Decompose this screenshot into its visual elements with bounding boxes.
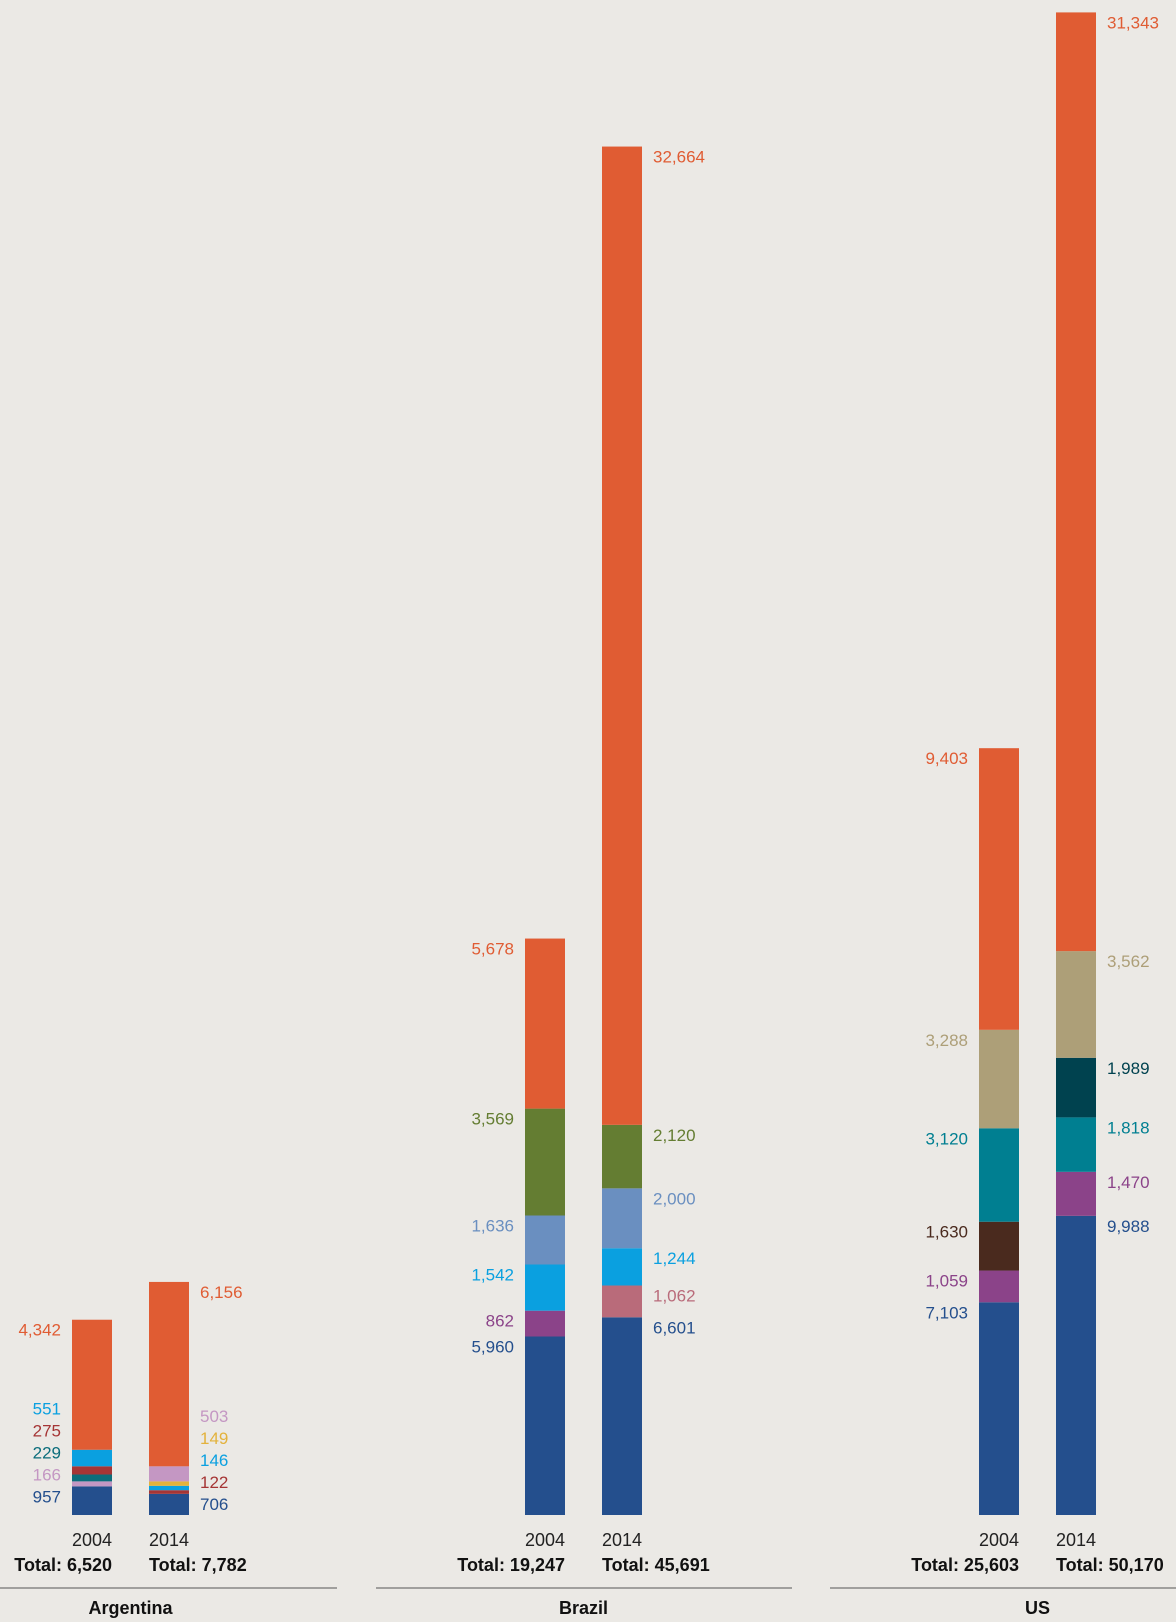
brazil-2014-bar-segment-5 — [602, 146, 642, 1125]
us-2004-value-label-4: 3,288 — [925, 1031, 968, 1050]
brazil-total-label-2014: Total: 45,691 — [602, 1555, 710, 1575]
argentina-year-label-2004: 2004 — [72, 1530, 112, 1550]
argentina-group-label: Argentina — [88, 1598, 173, 1618]
us-2014-value-label-3: 1,989 — [1107, 1059, 1150, 1078]
us-2004-value-label-0: 7,103 — [925, 1303, 968, 1322]
argentina-year-label-2014: 2014 — [149, 1530, 189, 1550]
brazil-2014-bar-segment-1 — [602, 1285, 642, 1318]
argentina-2014-bar-segment-3 — [149, 1481, 189, 1486]
us-total-label-2014: Total: 50,170 — [1056, 1555, 1164, 1575]
brazil-2014-bar-segment-4 — [602, 1124, 642, 1189]
us-2004-bar-segment-0 — [979, 1302, 1019, 1515]
brazil-2004-bar-segment-1 — [525, 1310, 565, 1337]
brazil-2004-value-label-1: 862 — [486, 1312, 514, 1331]
argentina-2014-value-label-3: 149 — [200, 1429, 228, 1448]
argentina-total-label-2014: Total: 7,782 — [149, 1555, 247, 1575]
brazil-2004-bar-segment-5 — [525, 938, 565, 1109]
argentina-2004-value-label-1: 166 — [33, 1465, 61, 1484]
brazil-2004-value-label-4: 3,569 — [471, 1110, 514, 1129]
argentina-2004-bar-segment-3 — [72, 1466, 112, 1475]
brazil-2014-value-label-0: 6,601 — [653, 1318, 696, 1337]
argentina-2004-value-label-4: 551 — [33, 1399, 61, 1418]
brazil-2004-value-label-5: 5,678 — [471, 940, 514, 959]
us-2004-bar-segment-4 — [979, 1029, 1019, 1129]
argentina-2014-bar-segment-2 — [149, 1485, 189, 1491]
us-2004-bar-segment-5 — [979, 748, 1019, 1030]
us-2014-value-label-4: 3,562 — [1107, 952, 1150, 971]
argentina-2014-value-label-2: 146 — [200, 1451, 228, 1470]
argentina-2004-bar-segment-5 — [72, 1319, 112, 1450]
argentina-2014-bar-segment-1 — [149, 1490, 189, 1494]
brazil-2004-bar-segment-4 — [525, 1108, 565, 1216]
us-2014-bar-segment-3 — [1056, 1057, 1096, 1118]
argentina-2004-bar-segment-2 — [72, 1474, 112, 1482]
brazil-2014-value-label-2: 1,244 — [653, 1249, 696, 1268]
us-2014-value-label-5: 31,343 — [1107, 13, 1159, 32]
us-2004-value-label-1: 1,059 — [925, 1272, 968, 1291]
us-2014-value-label-1: 1,470 — [1107, 1173, 1150, 1192]
us-year-label-2014: 2014 — [1056, 1530, 1096, 1550]
brazil-total-label-2004: Total: 19,247 — [457, 1555, 565, 1575]
brazil-year-label-2004: 2004 — [525, 1530, 565, 1550]
argentina-2004-value-label-2: 229 — [33, 1443, 61, 1462]
us-2014-bar-segment-2 — [1056, 1117, 1096, 1172]
us-2014-value-label-0: 9,988 — [1107, 1217, 1150, 1236]
brazil-2014-value-label-5: 32,664 — [653, 148, 705, 167]
us-group-label: US — [1025, 1598, 1050, 1618]
brazil-group-label: Brazil — [559, 1598, 608, 1618]
argentina-2004-value-label-5: 4,342 — [18, 1321, 61, 1340]
brazil-2014-bar-segment-2 — [602, 1248, 642, 1286]
brazil-2004-value-label-0: 5,960 — [471, 1337, 514, 1356]
argentina-2014-value-label-0: 706 — [200, 1495, 228, 1514]
us-2014-bar-segment-0 — [1056, 1215, 1096, 1515]
brazil-2014-value-label-4: 2,120 — [653, 1126, 696, 1145]
argentina-2014-bar-segment-4 — [149, 1466, 189, 1482]
argentina-2004-value-label-0: 957 — [33, 1487, 61, 1506]
brazil-2004-value-label-3: 1,636 — [471, 1217, 514, 1236]
us-2014-bar-segment-4 — [1056, 951, 1096, 1058]
brazil-2014-bar-segment-0 — [602, 1317, 642, 1515]
brazil-2004-bar-segment-3 — [525, 1215, 565, 1265]
us-2004-value-label-3: 3,120 — [925, 1129, 968, 1148]
argentina-2004-bar-segment-1 — [72, 1481, 112, 1487]
brazil-2014-value-label-1: 1,062 — [653, 1286, 696, 1305]
argentina-total-label-2004: Total: 6,520 — [14, 1555, 112, 1575]
brazil-2014-value-label-3: 2,000 — [653, 1189, 696, 1208]
brazil-2004-value-label-2: 1,542 — [471, 1265, 514, 1284]
argentina-2014-value-label-5: 6,156 — [200, 1283, 243, 1302]
argentina-2014-bar-segment-0 — [149, 1493, 189, 1515]
us-2014-bar-segment-5 — [1056, 12, 1096, 952]
brazil-year-label-2014: 2014 — [602, 1530, 642, 1550]
brazil-2004-bar-segment-2 — [525, 1264, 565, 1311]
argentina-2004-bar-segment-4 — [72, 1449, 112, 1467]
us-total-label-2004: Total: 25,603 — [911, 1555, 1019, 1575]
us-2014-value-label-2: 1,818 — [1107, 1118, 1150, 1137]
us-2004-value-label-5: 9,403 — [925, 749, 968, 768]
argentina-2004-bar-segment-0 — [72, 1486, 112, 1515]
argentina-2004-value-label-3: 275 — [33, 1421, 61, 1440]
us-2004-bar-segment-3 — [979, 1128, 1019, 1222]
argentina-2014-bar-segment-5 — [149, 1281, 189, 1467]
brazil-2004-bar-segment-0 — [525, 1336, 565, 1515]
argentina-2014-value-label-1: 122 — [200, 1473, 228, 1492]
argentina-2014-value-label-4: 503 — [200, 1407, 228, 1426]
us-2004-bar-segment-1 — [979, 1270, 1019, 1303]
us-year-label-2004: 2004 — [979, 1530, 1019, 1550]
us-2014-bar-segment-1 — [1056, 1171, 1096, 1216]
brazil-2014-bar-segment-3 — [602, 1188, 642, 1249]
us-2004-bar-segment-2 — [979, 1221, 1019, 1271]
us-2004-value-label-2: 1,630 — [925, 1223, 968, 1242]
